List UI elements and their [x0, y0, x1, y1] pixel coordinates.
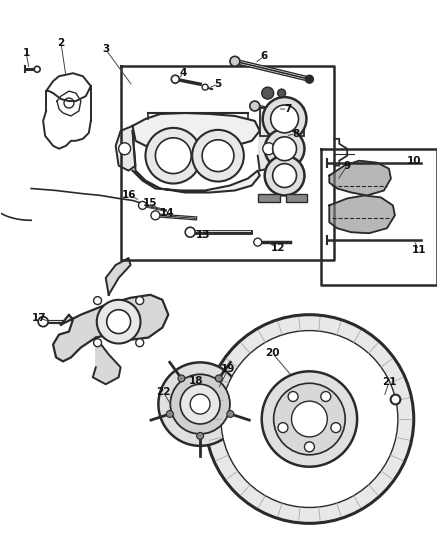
Text: 4: 4 [180, 68, 187, 78]
Circle shape [192, 130, 244, 182]
Circle shape [263, 97, 307, 141]
Circle shape [274, 383, 345, 455]
Circle shape [145, 128, 201, 183]
Text: 13: 13 [196, 230, 210, 240]
Polygon shape [53, 295, 168, 361]
Text: 22: 22 [156, 387, 171, 397]
Circle shape [215, 375, 223, 382]
Polygon shape [133, 113, 260, 146]
Text: 6: 6 [260, 51, 267, 61]
Circle shape [288, 392, 298, 401]
Polygon shape [133, 131, 260, 192]
Polygon shape [329, 196, 395, 233]
Text: 10: 10 [406, 156, 421, 166]
Text: 1: 1 [23, 49, 30, 58]
Text: 3: 3 [102, 44, 110, 54]
Circle shape [305, 75, 314, 83]
Circle shape [197, 432, 204, 439]
Circle shape [138, 201, 146, 209]
FancyBboxPatch shape [286, 195, 307, 203]
Circle shape [202, 84, 208, 90]
Text: 19: 19 [221, 365, 235, 374]
Circle shape [273, 164, 297, 188]
Text: 5: 5 [214, 79, 222, 89]
Text: 16: 16 [121, 190, 136, 200]
Circle shape [321, 392, 331, 401]
Circle shape [265, 129, 304, 168]
Text: 12: 12 [270, 243, 285, 253]
Circle shape [271, 105, 298, 133]
Circle shape [171, 75, 179, 83]
Circle shape [278, 89, 286, 97]
Circle shape [331, 423, 341, 433]
FancyBboxPatch shape [258, 195, 279, 203]
Text: 8: 8 [292, 129, 299, 139]
Circle shape [262, 87, 274, 99]
Circle shape [119, 143, 131, 155]
Circle shape [38, 317, 48, 327]
Circle shape [185, 227, 195, 237]
Circle shape [205, 314, 414, 523]
Text: 21: 21 [381, 377, 396, 387]
Text: 14: 14 [160, 208, 175, 219]
Circle shape [273, 137, 297, 160]
Circle shape [159, 362, 242, 446]
Circle shape [170, 374, 230, 434]
Circle shape [180, 384, 220, 424]
Circle shape [166, 410, 173, 417]
Circle shape [202, 140, 234, 172]
Circle shape [230, 56, 240, 66]
Circle shape [136, 296, 144, 304]
Text: 17: 17 [32, 313, 46, 322]
Text: 20: 20 [265, 349, 280, 359]
Circle shape [262, 372, 357, 467]
Circle shape [265, 156, 304, 196]
Circle shape [190, 394, 210, 414]
FancyBboxPatch shape [260, 108, 304, 136]
Text: 2: 2 [57, 38, 65, 49]
Circle shape [107, 310, 131, 334]
Polygon shape [329, 160, 391, 196]
Circle shape [94, 296, 102, 304]
Polygon shape [93, 337, 120, 384]
Circle shape [263, 143, 275, 155]
Polygon shape [116, 126, 135, 171]
Circle shape [227, 410, 234, 417]
Circle shape [221, 330, 398, 507]
Circle shape [94, 339, 102, 346]
Circle shape [278, 423, 288, 433]
Circle shape [304, 442, 314, 452]
Circle shape [136, 339, 144, 346]
Text: 9: 9 [344, 160, 351, 171]
Text: 11: 11 [411, 245, 426, 255]
Text: 18: 18 [189, 376, 203, 386]
Circle shape [151, 211, 160, 220]
Circle shape [250, 101, 260, 111]
Text: 7: 7 [284, 104, 291, 114]
Text: 15: 15 [143, 198, 158, 208]
Circle shape [254, 238, 262, 246]
Polygon shape [258, 129, 275, 171]
Circle shape [97, 300, 141, 343]
Circle shape [292, 401, 327, 437]
Polygon shape [106, 258, 131, 295]
Circle shape [34, 66, 40, 72]
Circle shape [178, 375, 185, 382]
Circle shape [155, 138, 191, 174]
